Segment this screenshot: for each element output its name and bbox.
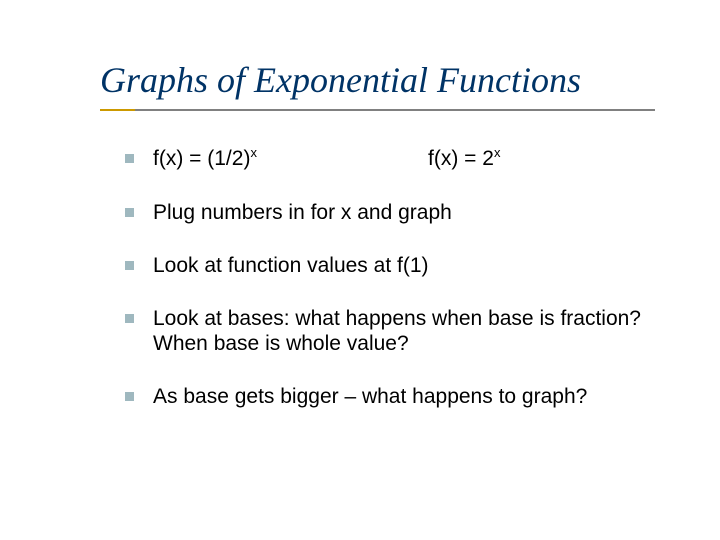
bullet-item: As base gets bigger – what happens to gr…: [125, 384, 655, 409]
function-one-prefix: f(x) = (1/2): [153, 147, 250, 170]
bullet-item: Plug numbers in for x and graph: [125, 200, 655, 225]
bullet-item: Look at function values at f(1): [125, 253, 655, 278]
slide: Graphs of Exponential Functions f(x) = (…: [0, 0, 720, 540]
bullet-list: f(x) = (1/2)x f(x) = 2x Plug numbers in …: [100, 146, 655, 409]
function-one: f(x) = (1/2)x: [153, 146, 428, 171]
title-underline: [100, 109, 655, 111]
slide-title: Graphs of Exponential Functions: [100, 60, 655, 101]
bullet-item-functions: f(x) = (1/2)x f(x) = 2x: [125, 146, 655, 171]
bullet-item: Look at bases: what happens when base is…: [125, 306, 655, 356]
function-two-prefix: f(x) = 2: [428, 147, 494, 170]
function-two-exp: x: [494, 145, 501, 160]
function-two: f(x) = 2x: [428, 146, 500, 171]
function-one-exp: x: [250, 145, 257, 160]
